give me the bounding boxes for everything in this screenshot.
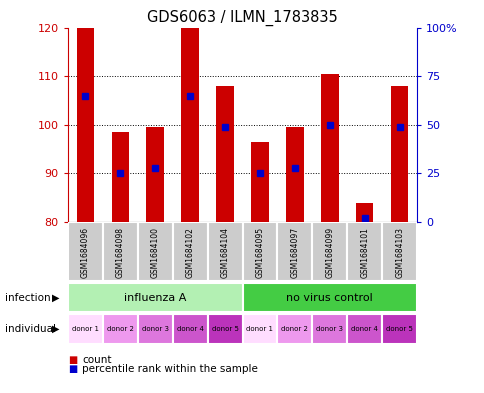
Text: count: count bbox=[82, 354, 112, 365]
Text: donor 3: donor 3 bbox=[316, 326, 343, 332]
Text: donor 2: donor 2 bbox=[106, 326, 134, 332]
Bar bbox=[277, 222, 312, 281]
Text: percentile rank within the sample: percentile rank within the sample bbox=[82, 364, 258, 375]
Bar bbox=[347, 314, 381, 344]
Bar bbox=[251, 142, 268, 222]
Bar bbox=[312, 222, 347, 281]
Bar bbox=[312, 314, 347, 344]
Text: GSM1684101: GSM1684101 bbox=[360, 227, 368, 277]
Bar bbox=[242, 283, 416, 312]
Text: GDS6063 / ILMN_1783835: GDS6063 / ILMN_1783835 bbox=[147, 10, 337, 26]
Text: GSM1684102: GSM1684102 bbox=[185, 227, 194, 277]
Text: GSM1684095: GSM1684095 bbox=[255, 227, 264, 278]
Bar bbox=[277, 314, 312, 344]
Bar bbox=[172, 314, 207, 344]
Text: donor 1: donor 1 bbox=[72, 326, 99, 332]
Bar bbox=[216, 86, 233, 222]
Bar bbox=[286, 127, 303, 222]
Text: GSM1684100: GSM1684100 bbox=[151, 227, 159, 278]
Text: donor 5: donor 5 bbox=[385, 326, 412, 332]
Text: GSM1684096: GSM1684096 bbox=[81, 227, 90, 278]
Bar bbox=[76, 28, 94, 222]
Text: ▶: ▶ bbox=[52, 293, 60, 303]
Text: GSM1684098: GSM1684098 bbox=[116, 227, 124, 278]
Bar bbox=[381, 222, 416, 281]
Bar bbox=[381, 314, 416, 344]
Text: donor 3: donor 3 bbox=[141, 326, 168, 332]
Bar bbox=[242, 222, 277, 281]
Text: donor 1: donor 1 bbox=[246, 326, 273, 332]
Bar bbox=[207, 222, 242, 281]
Bar bbox=[68, 314, 103, 344]
Text: no virus control: no virus control bbox=[286, 293, 372, 303]
Bar bbox=[242, 314, 277, 344]
Text: ▶: ▶ bbox=[52, 324, 60, 334]
Bar bbox=[172, 222, 207, 281]
Bar bbox=[207, 314, 242, 344]
Text: donor 5: donor 5 bbox=[211, 326, 238, 332]
Text: ■: ■ bbox=[68, 364, 77, 375]
Bar bbox=[347, 222, 381, 281]
Bar bbox=[111, 132, 129, 222]
Text: ■: ■ bbox=[68, 354, 77, 365]
Bar bbox=[103, 314, 137, 344]
Bar bbox=[390, 86, 408, 222]
Bar bbox=[181, 28, 198, 222]
Bar bbox=[68, 283, 242, 312]
Text: GSM1684103: GSM1684103 bbox=[394, 227, 403, 278]
Text: infection: infection bbox=[5, 293, 50, 303]
Text: donor 2: donor 2 bbox=[281, 326, 308, 332]
Bar bbox=[355, 203, 373, 222]
Text: GSM1684099: GSM1684099 bbox=[325, 227, 333, 278]
Text: influenza A: influenza A bbox=[124, 293, 186, 303]
Bar bbox=[146, 127, 164, 222]
Bar bbox=[320, 74, 338, 222]
Bar bbox=[137, 314, 172, 344]
Text: GSM1684104: GSM1684104 bbox=[220, 227, 229, 278]
Bar bbox=[68, 222, 103, 281]
Text: donor 4: donor 4 bbox=[350, 326, 378, 332]
Text: individual: individual bbox=[5, 324, 56, 334]
Bar bbox=[103, 222, 137, 281]
Bar bbox=[137, 222, 172, 281]
Text: donor 4: donor 4 bbox=[176, 326, 203, 332]
Text: GSM1684097: GSM1684097 bbox=[290, 227, 299, 278]
